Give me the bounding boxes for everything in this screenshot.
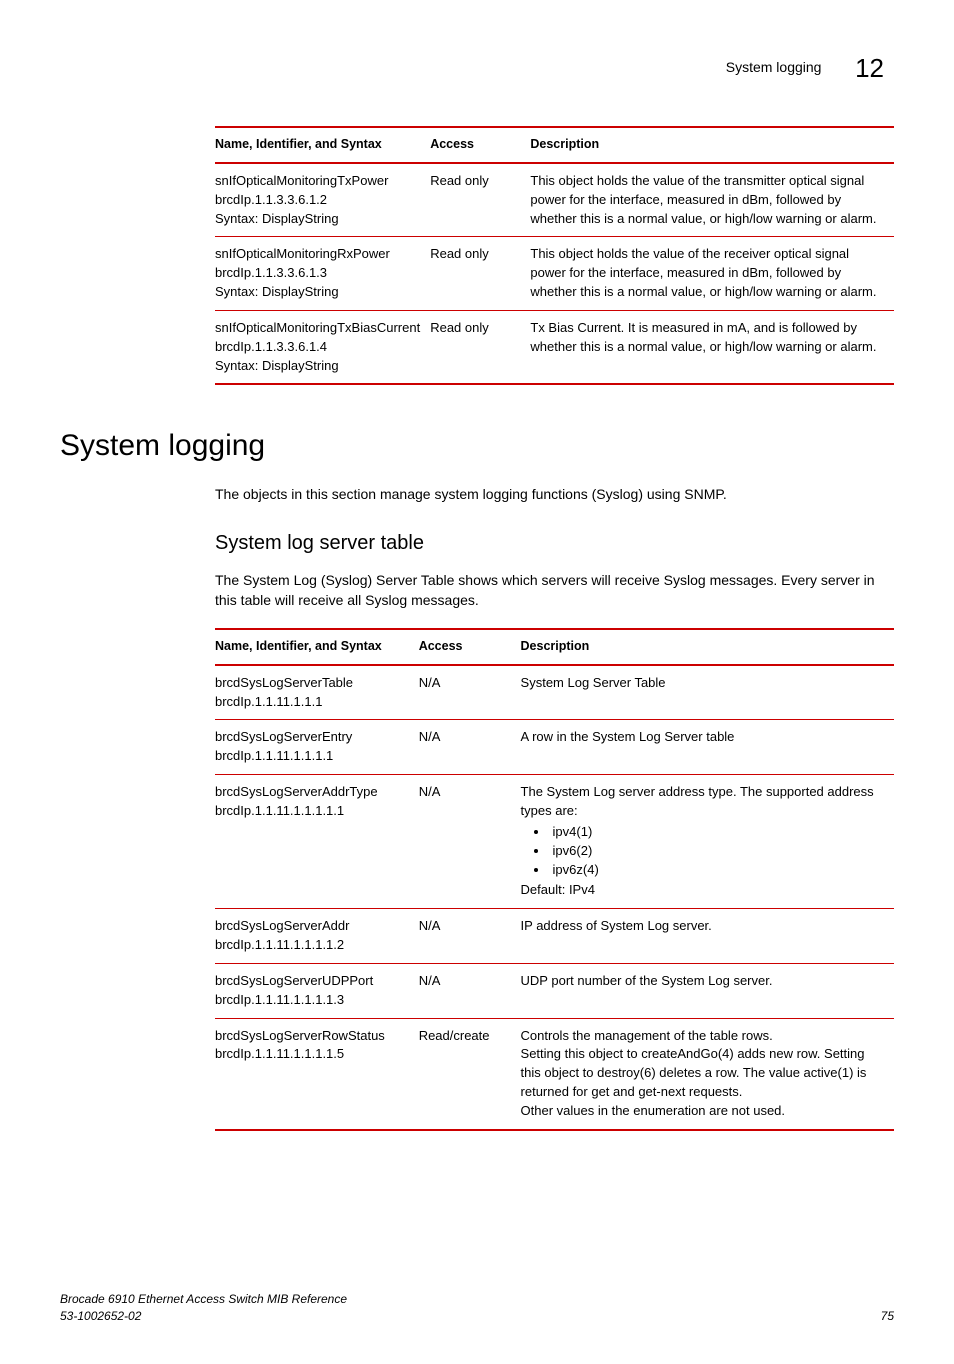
cell-description: IP address of System Log server. bbox=[521, 909, 894, 964]
cell-access: Read only bbox=[430, 310, 530, 384]
col-header-description: Description bbox=[530, 127, 894, 163]
table-row: snIfOpticalMonitoringRxPowerbrcdIp.1.1.3… bbox=[215, 237, 894, 311]
cell-name: brcdSysLogServerAddrTypebrcdIp.1.1.11.1.… bbox=[215, 775, 419, 909]
cell-name: brcdSysLogServerAddrbrcdIp.1.1.11.1.1.1.… bbox=[215, 909, 419, 964]
cell-name: brcdSysLogServerEntrybrcdIp.1.1.11.1.1.1… bbox=[215, 720, 419, 775]
cell-name: snIfOpticalMonitoringTxPowerbrcdIp.1.1.3… bbox=[215, 163, 430, 237]
cell-description: Controls the management of the table row… bbox=[521, 1018, 894, 1130]
table-header-row: Name, Identifier, and Syntax Access Desc… bbox=[215, 127, 894, 163]
page-header: System logging 12 bbox=[60, 50, 894, 86]
table-row: brcdSysLogServerTablebrcdIp.1.1.11.1.1.1… bbox=[215, 665, 894, 720]
cell-description: This object holds the value of the recei… bbox=[530, 237, 894, 311]
table-row: brcdSysLogServerRowStatusbrcdIp.1.1.11.1… bbox=[215, 1018, 894, 1130]
cell-name: snIfOpticalMonitoringRxPowerbrcdIp.1.1.3… bbox=[215, 237, 430, 311]
cell-access: Read only bbox=[430, 237, 530, 311]
footer-page-number: 75 bbox=[881, 1308, 894, 1325]
cell-description: A row in the System Log Server table bbox=[521, 720, 894, 775]
table-row: brcdSysLogServerUDPPortbrcdIp.1.1.11.1.1… bbox=[215, 963, 894, 1018]
section-intro: The objects in this section manage syste… bbox=[215, 485, 894, 505]
cell-access: N/A bbox=[419, 720, 521, 775]
list-item: ipv6z(4) bbox=[549, 861, 884, 880]
cell-name: brcdSysLogServerRowStatusbrcdIp.1.1.11.1… bbox=[215, 1018, 419, 1130]
col-header-description: Description bbox=[521, 629, 894, 665]
table-row: snIfOpticalMonitoringTxBiasCurrentbrcdIp… bbox=[215, 310, 894, 384]
col-header-access: Access bbox=[419, 629, 521, 665]
cell-description: System Log Server Table bbox=[521, 665, 894, 720]
cell-description: UDP port number of the System Log server… bbox=[521, 963, 894, 1018]
table-row: brcdSysLogServerAddrTypebrcdIp.1.1.11.1.… bbox=[215, 775, 894, 909]
cell-access: Read only bbox=[430, 163, 530, 237]
table-row: brcdSysLogServerEntrybrcdIp.1.1.11.1.1.1… bbox=[215, 720, 894, 775]
syslog-server-table: Name, Identifier, and Syntax Access Desc… bbox=[215, 628, 894, 1131]
list-item: ipv6(2) bbox=[549, 842, 884, 861]
list-item: ipv4(1) bbox=[549, 823, 884, 842]
cell-description: The System Log server address type. The … bbox=[521, 775, 894, 909]
cell-description: This object holds the value of the trans… bbox=[530, 163, 894, 237]
footer-doc-number: 53-1002652-02 bbox=[60, 1308, 347, 1325]
header-chapter-number: 12 bbox=[855, 50, 884, 86]
col-header-access: Access bbox=[430, 127, 530, 163]
cell-access: N/A bbox=[419, 963, 521, 1018]
section-heading: System logging bbox=[60, 425, 894, 467]
cell-name: snIfOpticalMonitoringTxBiasCurrentbrcdIp… bbox=[215, 310, 430, 384]
table-row: snIfOpticalMonitoringTxPowerbrcdIp.1.1.3… bbox=[215, 163, 894, 237]
table-header-row: Name, Identifier, and Syntax Access Desc… bbox=[215, 629, 894, 665]
subsection-heading: System log server table bbox=[215, 529, 894, 557]
table-row: brcdSysLogServerAddrbrcdIp.1.1.11.1.1.1.… bbox=[215, 909, 894, 964]
footer-left: Brocade 6910 Ethernet Access Switch MIB … bbox=[60, 1291, 347, 1325]
col-header-name: Name, Identifier, and Syntax bbox=[215, 629, 419, 665]
cell-name: brcdSysLogServerUDPPortbrcdIp.1.1.11.1.1… bbox=[215, 963, 419, 1018]
cell-description: Tx Bias Current. It is measured in mA, a… bbox=[530, 310, 894, 384]
cell-access: N/A bbox=[419, 775, 521, 909]
subsection-intro: The System Log (Syslog) Server Table sho… bbox=[215, 571, 894, 610]
cell-access: N/A bbox=[419, 909, 521, 964]
footer-doc-title: Brocade 6910 Ethernet Access Switch MIB … bbox=[60, 1291, 347, 1308]
header-section-title: System logging bbox=[726, 58, 822, 78]
cell-access: N/A bbox=[419, 665, 521, 720]
cell-access: Read/create bbox=[419, 1018, 521, 1130]
col-header-name: Name, Identifier, and Syntax bbox=[215, 127, 430, 163]
cell-name: brcdSysLogServerTablebrcdIp.1.1.11.1.1.1 bbox=[215, 665, 419, 720]
page-footer: Brocade 6910 Ethernet Access Switch MIB … bbox=[60, 1291, 894, 1325]
optical-monitoring-table: Name, Identifier, and Syntax Access Desc… bbox=[215, 126, 894, 385]
